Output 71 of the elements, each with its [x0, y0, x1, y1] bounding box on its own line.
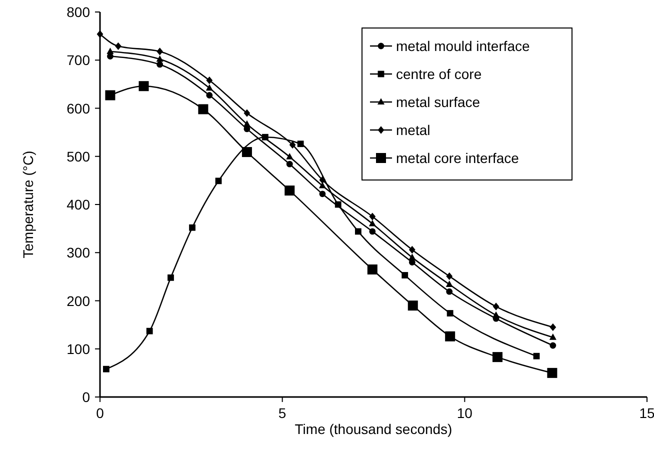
point [286, 153, 294, 160]
point [368, 220, 376, 226]
point [445, 331, 456, 342]
point [547, 368, 558, 378]
point [318, 182, 326, 188]
y-tick-label: 300 [66, 244, 90, 261]
point [354, 228, 362, 235]
y-tick-label: 400 [66, 196, 90, 212]
point [206, 76, 213, 84]
point [206, 92, 213, 98]
point [550, 342, 556, 349]
point [492, 311, 500, 318]
point [96, 30, 104, 38]
x-axis-title: Time (thousand seconds) [294, 421, 452, 437]
point [334, 201, 342, 208]
point [533, 352, 540, 360]
legend-label: metal surface [396, 94, 480, 110]
point [168, 274, 174, 281]
point [550, 323, 556, 332]
point [319, 190, 326, 198]
point [408, 246, 416, 254]
y-tick-label: 0 [82, 389, 90, 405]
x-tick-label: 10 [456, 405, 473, 421]
y-tick-label: 800 [66, 4, 90, 20]
point [242, 147, 252, 158]
legend-label: centre of core [396, 66, 482, 82]
point [106, 48, 114, 54]
point [146, 328, 153, 334]
point [297, 140, 304, 148]
point [289, 140, 296, 149]
point [215, 178, 222, 184]
point [446, 280, 453, 287]
point [408, 300, 418, 311]
point [446, 310, 454, 316]
point [367, 264, 378, 274]
point [369, 212, 376, 220]
point [284, 186, 295, 196]
x-tick-label: 15 [639, 405, 654, 421]
point [319, 176, 326, 184]
point [492, 352, 502, 362]
x-tick-label: 0 [96, 405, 104, 421]
point [156, 61, 164, 68]
legend-label: metal core interface [396, 150, 520, 166]
point [156, 55, 164, 62]
point [408, 254, 416, 260]
point [198, 104, 208, 114]
y-tick-label: 200 [66, 292, 90, 309]
point [156, 48, 164, 56]
point [138, 81, 149, 92]
y-tick-label: 700 [66, 52, 90, 68]
y-axis-title: Temperature (°C) [20, 150, 36, 258]
point [115, 42, 122, 50]
legend-label: metal mould interface [396, 38, 530, 54]
point [243, 120, 250, 127]
point [369, 228, 376, 235]
y-tick-label: 100 [66, 340, 90, 357]
point [286, 160, 293, 168]
point [244, 109, 250, 117]
point [446, 272, 453, 280]
point [402, 272, 408, 278]
point [549, 333, 556, 340]
point [189, 224, 196, 231]
point [446, 288, 453, 295]
point [103, 366, 110, 372]
y-tick-label: 600 [66, 100, 90, 116]
legend-label: metal [396, 122, 430, 138]
y-tick-label: 500 [66, 148, 90, 164]
x-tick-label: 5 [278, 405, 286, 421]
point [206, 84, 213, 91]
point [492, 302, 500, 310]
point [105, 90, 116, 100]
